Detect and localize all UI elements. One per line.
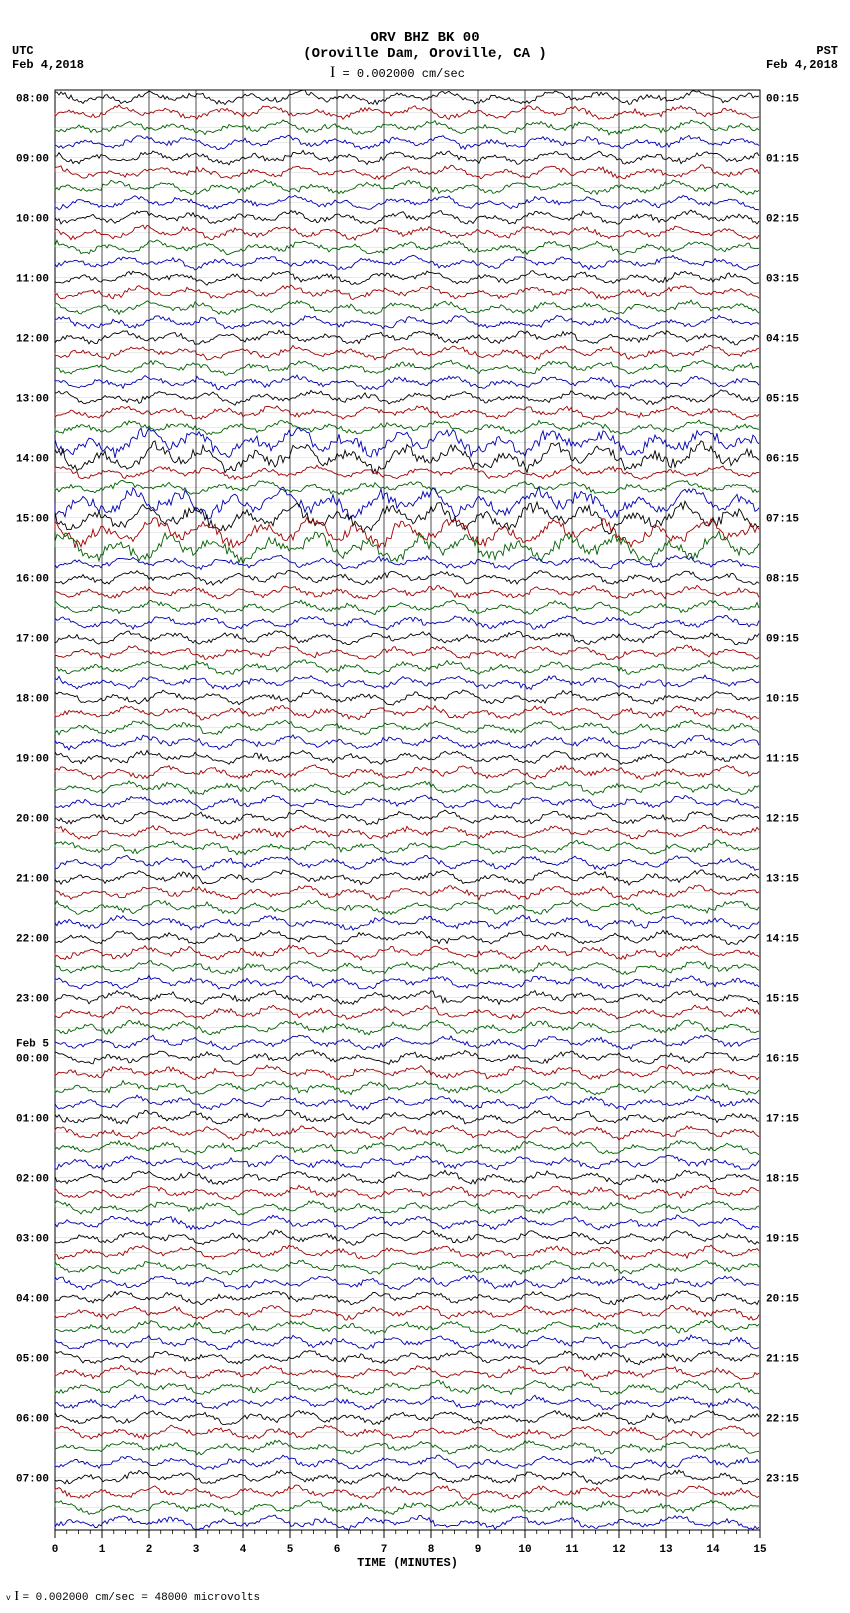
x-tick-label: 5 <box>287 1544 294 1556</box>
pst-label: 00:15 <box>766 94 799 106</box>
title-line2: (Oroville Dam, Oroville, CA ) <box>0 46 850 62</box>
pst-label: 18:15 <box>766 1174 799 1186</box>
pst-label: 06:15 <box>766 454 799 466</box>
utc-label: 20:00 <box>16 814 49 826</box>
x-tick-label: 14 <box>706 1544 720 1556</box>
x-tick-label: 6 <box>334 1544 341 1556</box>
utc-label: 19:00 <box>16 754 49 766</box>
utc-label: 12:00 <box>16 334 49 346</box>
pst-label: 14:15 <box>766 934 799 946</box>
x-tick-label: 2 <box>146 1544 153 1556</box>
pst-label: 23:15 <box>766 1474 799 1486</box>
pst-label: 09:15 <box>766 634 799 646</box>
pst-label: 17:15 <box>766 1114 799 1126</box>
pst-label: 13:15 <box>766 874 799 886</box>
utc-label: 05:00 <box>16 1354 49 1366</box>
utc-label: 17:00 <box>16 634 49 646</box>
pst-label: 11:15 <box>766 754 799 766</box>
x-tick-label: 9 <box>475 1544 482 1556</box>
pst-label: 21:15 <box>766 1354 799 1366</box>
utc-label: 08:00 <box>16 94 49 106</box>
pst-label: 02:15 <box>766 214 799 226</box>
utc-label: 09:00 <box>16 154 49 166</box>
right-tz: PST <box>816 44 838 58</box>
utc-label: 14:00 <box>16 454 49 466</box>
pst-label: 08:15 <box>766 574 799 586</box>
x-axis-label: TIME (MINUTES) <box>357 1556 458 1570</box>
x-tick-label: 8 <box>428 1544 435 1556</box>
pst-label: 05:15 <box>766 394 799 406</box>
utc-label: 06:00 <box>16 1414 49 1426</box>
utc-label: 23:00 <box>16 994 49 1006</box>
x-tick-label: 7 <box>381 1544 388 1556</box>
x-tick-label: 15 <box>753 1544 767 1556</box>
utc-label: 15:00 <box>16 514 49 526</box>
utc-label: 16:00 <box>16 574 49 586</box>
x-tick-label: 12 <box>612 1544 625 1556</box>
utc-label: 02:00 <box>16 1174 49 1186</box>
utc-label: 18:00 <box>16 694 49 706</box>
x-tick-label: 4 <box>240 1544 247 1556</box>
pst-label: 04:15 <box>766 334 799 346</box>
pst-label: 16:15 <box>766 1054 799 1066</box>
x-tick-label: 3 <box>193 1544 200 1556</box>
utc-label: 21:00 <box>16 874 49 886</box>
left-date: Feb 4,2018 <box>12 58 84 72</box>
utc-label: 10:00 <box>16 214 49 226</box>
utc-label: 11:00 <box>16 274 49 286</box>
x-tick-label: 13 <box>659 1544 673 1556</box>
x-tick-label: 10 <box>518 1544 531 1556</box>
left-tz: UTC <box>12 44 34 58</box>
utc-label: Feb 5 <box>16 1039 49 1051</box>
pst-label: 22:15 <box>766 1414 799 1426</box>
footer-scale: v I = 0.002000 cm/sec = 48000 microvolts <box>6 1589 260 1605</box>
x-tick-label: 1 <box>99 1544 106 1556</box>
seismogram-plot: 08:00 09:00 10:00 11:00 12:00 13:00 14:00 15:00… <box>0 0 850 1613</box>
pst-label: 12:15 <box>766 814 799 826</box>
utc-label: 03:00 <box>16 1234 49 1246</box>
pst-label: 15:15 <box>766 994 799 1006</box>
utc-label: 13:00 <box>16 394 49 406</box>
pst-label: 01:15 <box>766 154 799 166</box>
x-tick-label: 0 <box>52 1544 59 1556</box>
title-line1: ORV BHZ BK 00 <box>0 30 850 46</box>
x-tick-label: 11 <box>565 1544 579 1556</box>
utc-label: 04:00 <box>16 1294 49 1306</box>
pst-label: 19:15 <box>766 1234 799 1246</box>
utc-label: 00:00 <box>16 1054 49 1066</box>
pst-label: 20:15 <box>766 1294 799 1306</box>
right-date: Feb 4,2018 <box>766 58 838 72</box>
scale-label: I = 0.002000 cm/sec <box>330 64 465 82</box>
utc-label: 01:00 <box>16 1114 49 1126</box>
pst-label: 07:15 <box>766 514 799 526</box>
utc-label: 07:00 <box>16 1474 49 1486</box>
pst-label: 03:15 <box>766 274 799 286</box>
utc-label: 22:00 <box>16 934 49 946</box>
pst-label: 10:15 <box>766 694 799 706</box>
